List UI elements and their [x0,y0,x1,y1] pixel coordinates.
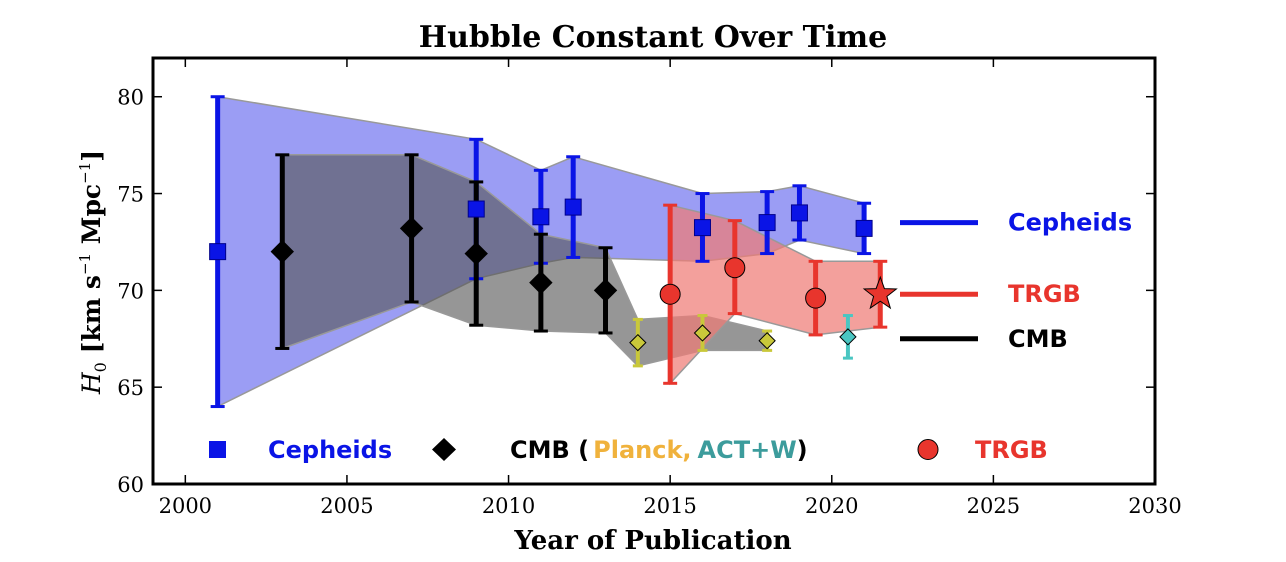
trgb-point-4 [862,275,898,310]
trgb-point-3 [805,287,827,309]
bottom-legend: Cepheids CMB (Planck, ACT+W) TRGB [209,436,1048,464]
x-tick-label-2025: 2025 [967,494,1020,518]
cepheids-point-8 [855,219,873,237]
cmb-point-4 [529,270,553,295]
legend-cmb-group: CMB (Planck, ACT+W) [510,436,808,464]
x-tick-label-2020: 2020 [805,494,858,518]
legend-planck-label: Planck, [593,436,691,464]
side-legend-trgb-label: TRGB [1008,280,1081,308]
side-legend-cmb-label: CMB [1008,325,1068,353]
legend-cmb-label: CMB [510,436,570,464]
cepheids-point-5 [693,219,711,237]
y-axis-label-exponent-b: −1 [76,162,94,184]
cmb-point-1 [270,239,294,264]
x-tick-label-2000: 2000 [159,494,212,518]
cepheids-point-3 [532,208,550,226]
cepheids-point-4 [564,198,582,216]
legend-actw-label: ACT+W [698,436,797,464]
planck-point-2 [693,324,712,342]
legend-trgb-label: TRGB [975,436,1048,464]
x-tick-label-2010: 2010 [482,494,535,518]
cepheids-point-6 [758,214,776,232]
x-tick-label-2030: 2030 [1128,494,1181,518]
y-tick-label-70: 70 [117,279,144,303]
x-axis-label: Year of Publication [513,526,791,556]
planck-point-1 [629,333,647,352]
y-axis-label-subscript: 0 [91,362,110,372]
chart-title: Hubble Constant Over Time [419,20,888,55]
y-axis-label-exponent-a: −1 [76,253,94,275]
cmb-point-5 [593,278,618,303]
cepheids-point-1 [209,243,227,261]
cepheids-point-7 [790,204,808,222]
cmb-point-2 [399,216,424,241]
side-legend-cepheids-label: Cepheids [1008,209,1132,237]
axes-border [151,56,1157,486]
x-tick-label-2005: 2005 [320,494,373,518]
axes-frame: 2000 2005 2010 2015 2020 2025 2030 60 65 70 75 80 [117,56,1182,518]
cmb-point-3 [464,241,488,266]
x-tick-label-2015: 2015 [643,494,696,518]
plot-area: Cepheids TRGB CMB [209,95,1132,409]
y-axis-label-unit-a: [km s [77,275,106,362]
y-axis-label-unit-c: ] [77,150,106,162]
y-axis-label-symbol: H [77,371,106,395]
y-axis-label-unit-b: Mpc [77,184,106,253]
y-tick-label-75: 75 [117,183,144,207]
y-axis-label: H0 [km s−1 Mpc−1] [76,150,110,395]
trgb-point-1 [659,283,681,305]
y-tick-label-65: 65 [117,376,144,400]
cepheids-point-2 [467,200,485,218]
act-w-point-1 [839,328,857,346]
legend-trgb-marker [917,439,939,460]
legend-open-paren: ( [570,436,589,464]
legend-cmb-marker [432,438,456,461]
legend-close-paren: ) [797,436,808,464]
planck-point-3 [758,332,776,350]
y-tick-label-80: 80 [117,86,144,110]
legend-cepheids-marker [209,441,226,458]
legend-cepheids-label: Cepheids [268,436,392,464]
trgb-point-2 [724,257,746,279]
y-tick-label-60: 60 [117,473,144,497]
